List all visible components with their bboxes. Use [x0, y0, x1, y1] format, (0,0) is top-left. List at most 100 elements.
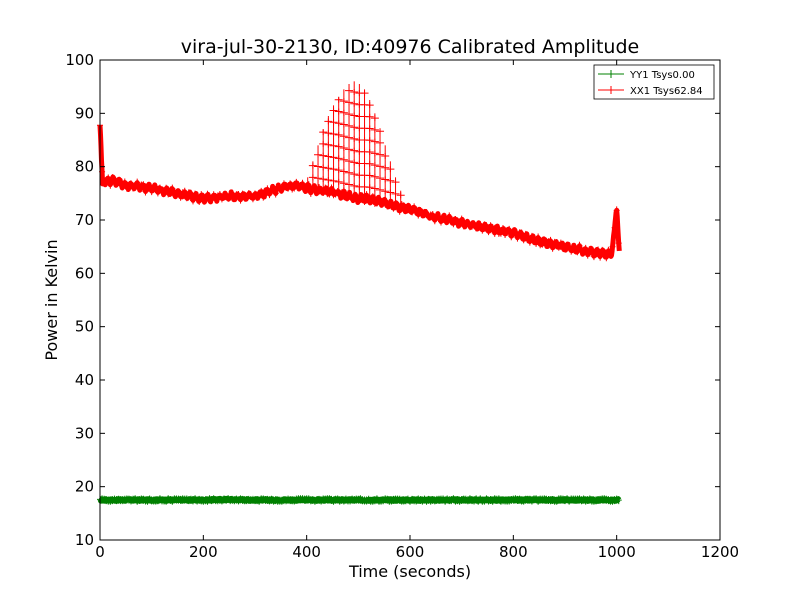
series-marker-xx1 [514, 233, 521, 242]
spike-marker [334, 96, 343, 103]
spike-marker [396, 203, 405, 210]
spike-marker [334, 167, 343, 174]
spike-marker [324, 165, 333, 172]
spike-marker [350, 159, 359, 166]
series-marker-xx1 [258, 187, 265, 196]
spike-marker [319, 187, 328, 194]
spike-marker [370, 173, 379, 180]
series-marker-xx1 [388, 199, 395, 208]
x-tick-label: 1200 [701, 543, 739, 561]
spike-marker [370, 115, 379, 122]
spike-marker [386, 166, 395, 173]
legend-frame [593, 64, 715, 100]
spike-marker [329, 142, 338, 149]
spike-marker [345, 87, 354, 94]
series-marker-xx1 [446, 212, 453, 221]
series-marker-xx1 [266, 190, 273, 199]
spike-marker [314, 151, 323, 158]
spike-marker [334, 108, 343, 115]
series-marker-xx1 [121, 178, 128, 187]
spike-marker [376, 139, 385, 146]
x-tick-label: 800 [499, 543, 528, 561]
spike-marker [339, 168, 348, 175]
spike-marker [324, 130, 333, 137]
series-marker-xx1 [597, 252, 604, 261]
x-tick-label: 600 [396, 543, 425, 561]
spike-marker [324, 153, 333, 160]
spike-marker [391, 179, 400, 186]
spike-marker [329, 166, 338, 173]
series-marker-xx1 [287, 180, 294, 189]
spike-marker [308, 186, 317, 193]
spike-marker [308, 174, 317, 181]
series-marker-xx1 [603, 253, 610, 262]
series-marker-yy1 [615, 496, 622, 505]
series-marker-xx1 [264, 185, 271, 194]
y-tick-label: 30 [75, 424, 94, 442]
spike-marker [345, 181, 354, 188]
spike-marker [334, 155, 343, 162]
spike-marker [370, 197, 379, 204]
series-marker-xx1 [535, 233, 542, 242]
spike-marker [308, 162, 317, 169]
spike-marker [365, 137, 374, 144]
spike-marker [350, 100, 359, 107]
spike-marker [339, 133, 348, 140]
legend-label-xx1: XX1 Tsys62.84 [630, 86, 703, 97]
spike-marker [370, 126, 379, 133]
series-marker-xx1 [140, 181, 147, 190]
spike-marker [334, 178, 343, 185]
series-marker-xx1 [611, 223, 618, 232]
spike-marker [370, 185, 379, 192]
series-marker-xx1 [163, 184, 170, 193]
series-marker-xx1 [588, 247, 595, 256]
spike-marker [324, 188, 333, 195]
legend: YY1 Tsys0.00 XX1 Tsys62.84 [593, 64, 715, 100]
spike-marker [319, 176, 328, 183]
spike-marker [345, 158, 354, 165]
x-tick-label: 1000 [598, 543, 636, 561]
spike-marker [314, 163, 323, 170]
spike-marker [324, 177, 333, 183]
series-marker-xx1 [119, 182, 126, 191]
spike-marker [324, 141, 333, 148]
spike-marker [365, 125, 374, 132]
spike-marker [345, 99, 354, 106]
series-marker-xx1 [493, 224, 500, 233]
spike-marker [360, 90, 369, 97]
series-marker-xx1 [272, 189, 279, 198]
spike-marker [345, 111, 354, 118]
series-marker-xx1 [194, 192, 201, 201]
legend-label-yy1: YY1 Tsys0.00 [629, 70, 695, 81]
y-tick-label: 70 [75, 211, 94, 229]
series-marker-xx1 [607, 249, 614, 258]
x-tick-label: 200 [189, 543, 218, 561]
spike-marker [370, 138, 379, 145]
spike-marker [334, 143, 343, 150]
spike-marker [345, 146, 354, 153]
series-marker-xx1 [458, 215, 465, 224]
spike-marker [350, 112, 359, 119]
spike-marker [345, 134, 354, 141]
series-marker-xx1 [142, 187, 149, 196]
x-tick-label: 0 [95, 543, 105, 561]
series-marker-xx1 [190, 196, 196, 205]
spike-marker [350, 182, 359, 189]
spike-marker [376, 128, 385, 135]
y-tick-label: 10 [75, 531, 94, 549]
spike-marker [391, 190, 400, 197]
spike-marker [350, 89, 359, 95]
spike-marker [345, 169, 354, 176]
series-marker-xx1 [613, 206, 620, 215]
series-marker-xx1 [307, 188, 314, 197]
spike-marker [401, 205, 410, 212]
spike-marker [339, 180, 348, 187]
spike-marker [339, 109, 348, 116]
spike-marker [381, 188, 390, 195]
spike-marker [386, 189, 395, 196]
series-marker-xx1 [429, 210, 436, 219]
spike-marker [319, 152, 328, 159]
series-marker-xx1 [512, 228, 519, 237]
y-axis-title: Power in Kelvin [42, 239, 61, 360]
spike-marker [334, 190, 343, 197]
